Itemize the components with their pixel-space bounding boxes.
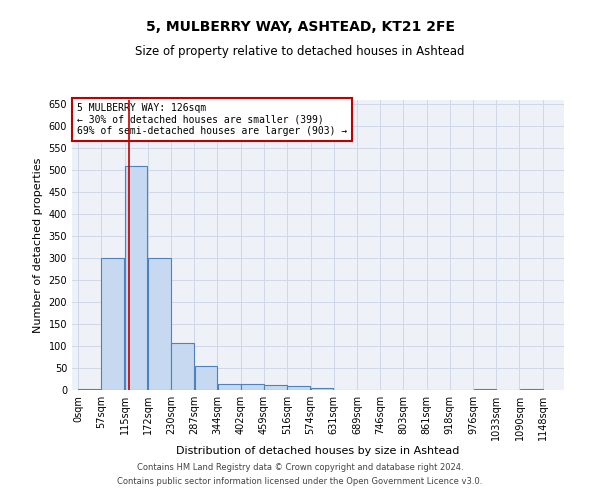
Bar bbox=[264, 384, 287, 390]
Text: Size of property relative to detached houses in Ashtead: Size of property relative to detached ho… bbox=[135, 45, 465, 58]
Text: Contains HM Land Registry data © Crown copyright and database right 2024.: Contains HM Land Registry data © Crown c… bbox=[137, 464, 463, 472]
Bar bbox=[172, 343, 194, 390]
Bar bbox=[311, 388, 334, 390]
X-axis label: Distribution of detached houses by size in Ashtead: Distribution of detached houses by size … bbox=[176, 446, 460, 456]
Bar bbox=[287, 386, 310, 390]
Text: 5 MULBERRY WAY: 126sqm
← 30% of detached houses are smaller (399)
69% of semi-de: 5 MULBERRY WAY: 126sqm ← 30% of detached… bbox=[77, 103, 347, 136]
Bar bbox=[218, 384, 241, 390]
Bar bbox=[241, 384, 264, 390]
Text: Contains public sector information licensed under the Open Government Licence v3: Contains public sector information licen… bbox=[118, 477, 482, 486]
Bar bbox=[148, 258, 171, 390]
Bar bbox=[125, 166, 148, 390]
Text: 5, MULBERRY WAY, ASHTEAD, KT21 2FE: 5, MULBERRY WAY, ASHTEAD, KT21 2FE bbox=[146, 20, 455, 34]
Bar bbox=[101, 258, 124, 390]
Bar bbox=[79, 388, 101, 390]
Bar bbox=[194, 366, 217, 390]
Bar bbox=[520, 389, 543, 390]
Bar bbox=[473, 388, 496, 390]
Y-axis label: Number of detached properties: Number of detached properties bbox=[33, 158, 43, 332]
